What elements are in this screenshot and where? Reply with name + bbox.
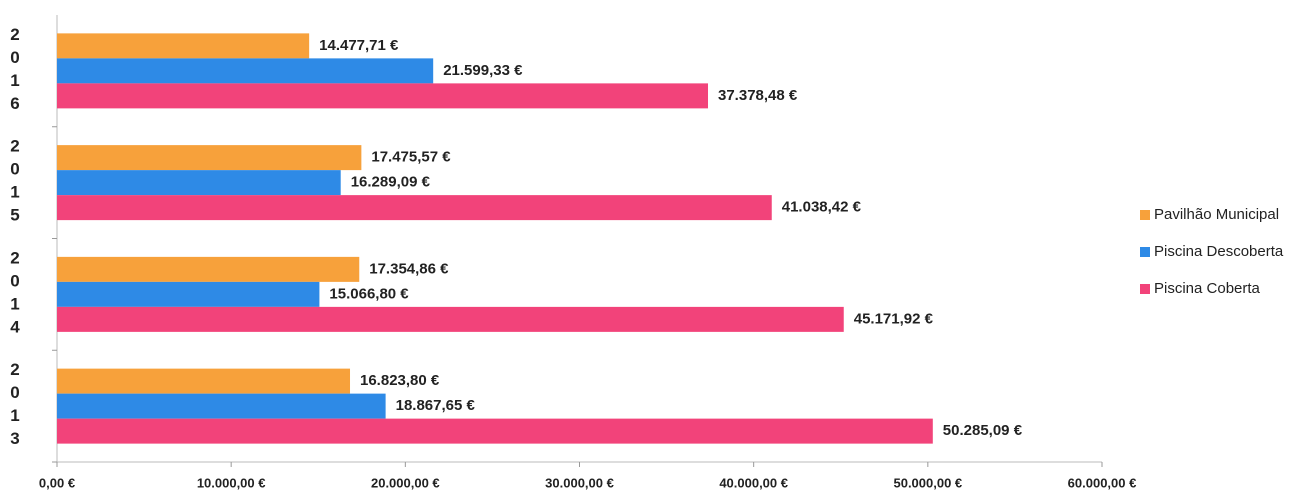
legend-marker (1140, 210, 1150, 220)
bar (57, 145, 362, 171)
value-label: 16.289,09 € (351, 174, 431, 191)
bar (57, 418, 933, 444)
value-label: 15.066,80 € (329, 285, 409, 302)
bar (57, 256, 360, 282)
x-tick-label: 20.000,00 € (371, 475, 440, 490)
bar (57, 393, 386, 419)
bar (57, 170, 341, 196)
x-tick-label: 60.000,00 € (1068, 475, 1137, 490)
x-tick-label: 50.000,00 € (893, 475, 962, 490)
legend-label: Piscina Descoberta (1154, 243, 1284, 260)
legend-label: Pavilhão Municipal (1154, 206, 1279, 223)
value-label: 18.867,65 € (396, 397, 476, 414)
value-label: 14.477,71 € (319, 37, 399, 54)
value-label: 45.171,92 € (854, 310, 934, 327)
bar (57, 83, 709, 109)
category-label: 2015 (6, 137, 25, 229)
value-label: 37.378,48 € (718, 87, 798, 104)
category-label: 2014 (6, 248, 25, 340)
value-label: 16.823,80 € (360, 372, 440, 389)
bar (57, 58, 434, 84)
legend-marker (1140, 247, 1150, 257)
legend-label: Piscina Coberta (1154, 280, 1261, 297)
value-label: 17.354,86 € (369, 260, 449, 277)
value-label: 50.285,09 € (943, 422, 1023, 439)
x-tick-label: 30.000,00 € (545, 475, 614, 490)
value-label: 21.599,33 € (443, 62, 523, 79)
x-tick-label: 40.000,00 € (719, 475, 788, 490)
category-label: 2016 (6, 25, 25, 117)
value-label: 41.038,42 € (782, 199, 862, 216)
bar (57, 281, 320, 307)
value-label: 17.475,57 € (371, 149, 451, 166)
bar (57, 195, 772, 221)
x-tick-label: 10.000,00 € (197, 475, 266, 490)
bar (57, 306, 844, 332)
legend-marker (1140, 284, 1150, 294)
category-label: 2013 (6, 360, 25, 452)
bar (57, 368, 351, 394)
x-tick-label: 0,00 € (39, 475, 75, 490)
bar (57, 33, 310, 59)
